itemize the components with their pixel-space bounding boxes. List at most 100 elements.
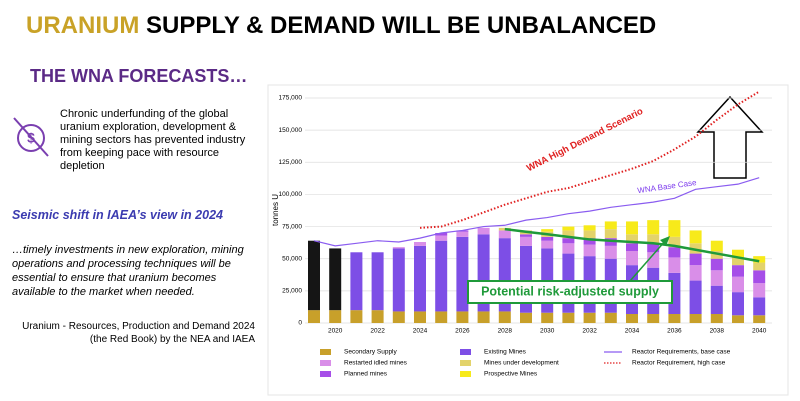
bar-segment: [583, 238, 596, 245]
bar-segment: [520, 234, 532, 237]
bar-segment: [710, 285, 723, 314]
line-series: [504, 227, 760, 263]
bar-segment: [604, 229, 617, 239]
callout-box: [467, 280, 673, 304]
y-tick-label: 0: [298, 320, 302, 327]
bar-segment: [414, 242, 426, 246]
bar-segment: [392, 311, 405, 323]
title-rest: SUPPLY & DEMAND WILL BE UNBALANCED: [146, 12, 657, 39]
bar-segment: [626, 234, 638, 244]
bar-segment: [477, 311, 490, 323]
bar-segment: [647, 252, 660, 268]
bar-segment: [647, 234, 660, 244]
bar-segment: [753, 283, 766, 298]
bar-segment: [689, 280, 702, 314]
y-tick-label: 125,000: [279, 159, 303, 166]
bar-segment: [732, 265, 744, 277]
bar-segment: [520, 236, 532, 246]
bar-segment: [541, 312, 554, 323]
bar-segment: [710, 251, 723, 259]
up-arrow: [696, 95, 764, 179]
bar-segment: [477, 227, 490, 235]
x-tick-label: 2028: [498, 328, 513, 335]
point-text: Chronic underfunding of the global urani…: [60, 108, 246, 172]
bar-segment: [498, 230, 511, 239]
bar-segment: [668, 236, 681, 248]
callout-label: Potential risk-adjusted supply: [481, 284, 659, 298]
bar-segment: [732, 315, 744, 323]
bar-segment: [710, 258, 723, 271]
bar-segment: [456, 236, 469, 312]
bar-segment: [647, 220, 660, 235]
bar-segment: [562, 243, 575, 254]
icon: $: [13, 117, 49, 157]
title-highlight: URANIUM: [26, 12, 140, 39]
bar-segment: [604, 245, 617, 259]
legend-label: Mines under development: [484, 360, 559, 367]
bar-segment: [308, 240, 320, 311]
y-tick-label: 100,000: [279, 191, 303, 198]
legend-marker: [460, 349, 471, 355]
bar-segment: [456, 230, 469, 232]
y-tick-label: 75,000: [282, 223, 302, 230]
bar-segment: [626, 314, 638, 323]
bar-segment: [689, 230, 702, 244]
bar-segment: [562, 226, 575, 231]
bar-segment: [414, 245, 426, 312]
bar-segment: [626, 243, 638, 251]
bar-segment: [753, 256, 766, 263]
bar-segment: [753, 315, 766, 323]
x-tick-label: 2036: [667, 328, 682, 335]
bar-segment: [562, 238, 575, 244]
callout-arrow: [629, 239, 667, 282]
x-tick-label: 2040: [752, 328, 767, 335]
legend-marker: [320, 349, 331, 355]
bar-segment: [541, 236, 554, 241]
subtitle: THE WNA FORECASTS…: [30, 66, 248, 86]
legend-label: Planned mines: [344, 371, 388, 378]
bar-segment: [350, 252, 363, 311]
bar-segment: [604, 238, 617, 246]
y-tick-label: 50,000: [282, 255, 302, 262]
slide-title: URANIUM SUPPLY & DEMAND WILL BE UNBALANC…: [26, 12, 656, 40]
bar-segment: [647, 314, 660, 323]
legend-label: Reactor Requirement, high case: [632, 360, 726, 367]
bar-segment: [308, 310, 320, 323]
legend-marker: [460, 360, 471, 366]
bar-segment: [414, 311, 426, 323]
bar-segment: [541, 240, 554, 249]
y-tick-label: 150,000: [279, 127, 303, 134]
bar-segment: [435, 240, 448, 312]
section-heading: Seismic shift in IAEA’s view in 2024: [12, 208, 223, 222]
bar-segment: [435, 311, 448, 323]
bar-segment: [435, 235, 448, 241]
bar-segment: [732, 292, 744, 316]
x-tick-label: 2020: [328, 328, 343, 335]
bar-segment: [329, 310, 342, 323]
y-tick-label: 175,000: [279, 95, 303, 102]
source: Uranium - Resources, Production and Dema…: [22, 321, 255, 345]
x-tick-label: 2026: [455, 328, 470, 335]
x-tick-label: 2034: [625, 328, 640, 335]
bar-segment: [583, 225, 596, 231]
bar-segment: [753, 297, 766, 316]
bar-segment: [520, 312, 532, 323]
bar-segment: [329, 248, 342, 311]
bar-segment: [392, 247, 405, 249]
bar-segment: [732, 249, 744, 258]
bar-segment: [541, 229, 554, 232]
bar-segment: [689, 265, 702, 281]
bar-segment: [647, 243, 660, 253]
bar-segment: [732, 276, 744, 293]
bar-segment: [689, 253, 702, 266]
bar-segment: [562, 230, 575, 239]
legend-label: Reactor Requirements, base case: [632, 349, 731, 356]
bar-segment: [583, 244, 596, 257]
bar-segment: [668, 247, 681, 258]
bar-segment: [456, 311, 469, 323]
bar-segment: [668, 220, 681, 237]
bar-segment: [604, 312, 617, 323]
bar-segment: [435, 233, 448, 236]
